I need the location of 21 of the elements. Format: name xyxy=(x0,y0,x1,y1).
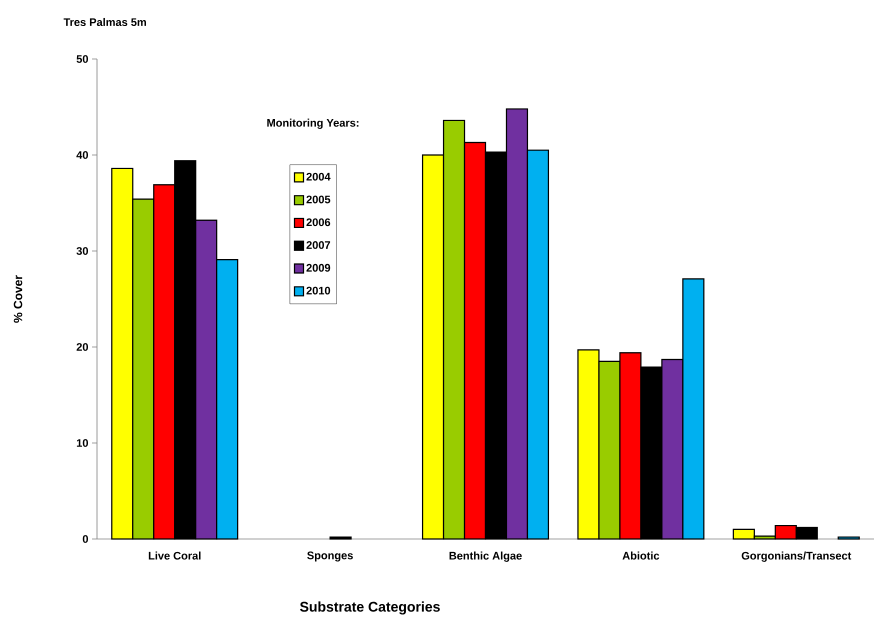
legend-label: 2005 xyxy=(306,196,330,204)
x-tick-label: Live Coral xyxy=(148,552,200,560)
y-tick-label: 30 xyxy=(76,247,88,255)
x-tick-label: Abiotic xyxy=(622,552,660,560)
legend-title: Monitoring Years: xyxy=(267,118,358,129)
y-tick-label: 0 xyxy=(82,535,88,543)
x-tick-label: Sponges xyxy=(307,552,353,562)
x-tick-label: Gorgonians/Transect xyxy=(742,552,852,562)
x-tick-label: Benthic Algae xyxy=(450,552,522,562)
legend-label: 2007 xyxy=(306,241,330,249)
y-tick-label: 40 xyxy=(76,151,88,159)
chart-title: Tres Palmas 5m xyxy=(64,18,146,26)
y-tick-label: 50 xyxy=(76,55,88,63)
y-tick-label: 20 xyxy=(76,343,88,351)
legend-label: 2006 xyxy=(306,218,330,226)
legend-label: 2009 xyxy=(306,264,330,272)
y-axis-title: % Cover xyxy=(14,275,22,323)
x-axis-title: Substrate Categories xyxy=(300,601,440,615)
y-tick-label: 10 xyxy=(76,439,88,447)
legend-label: 2004 xyxy=(306,172,330,181)
legend-label: 2010 xyxy=(306,286,330,294)
